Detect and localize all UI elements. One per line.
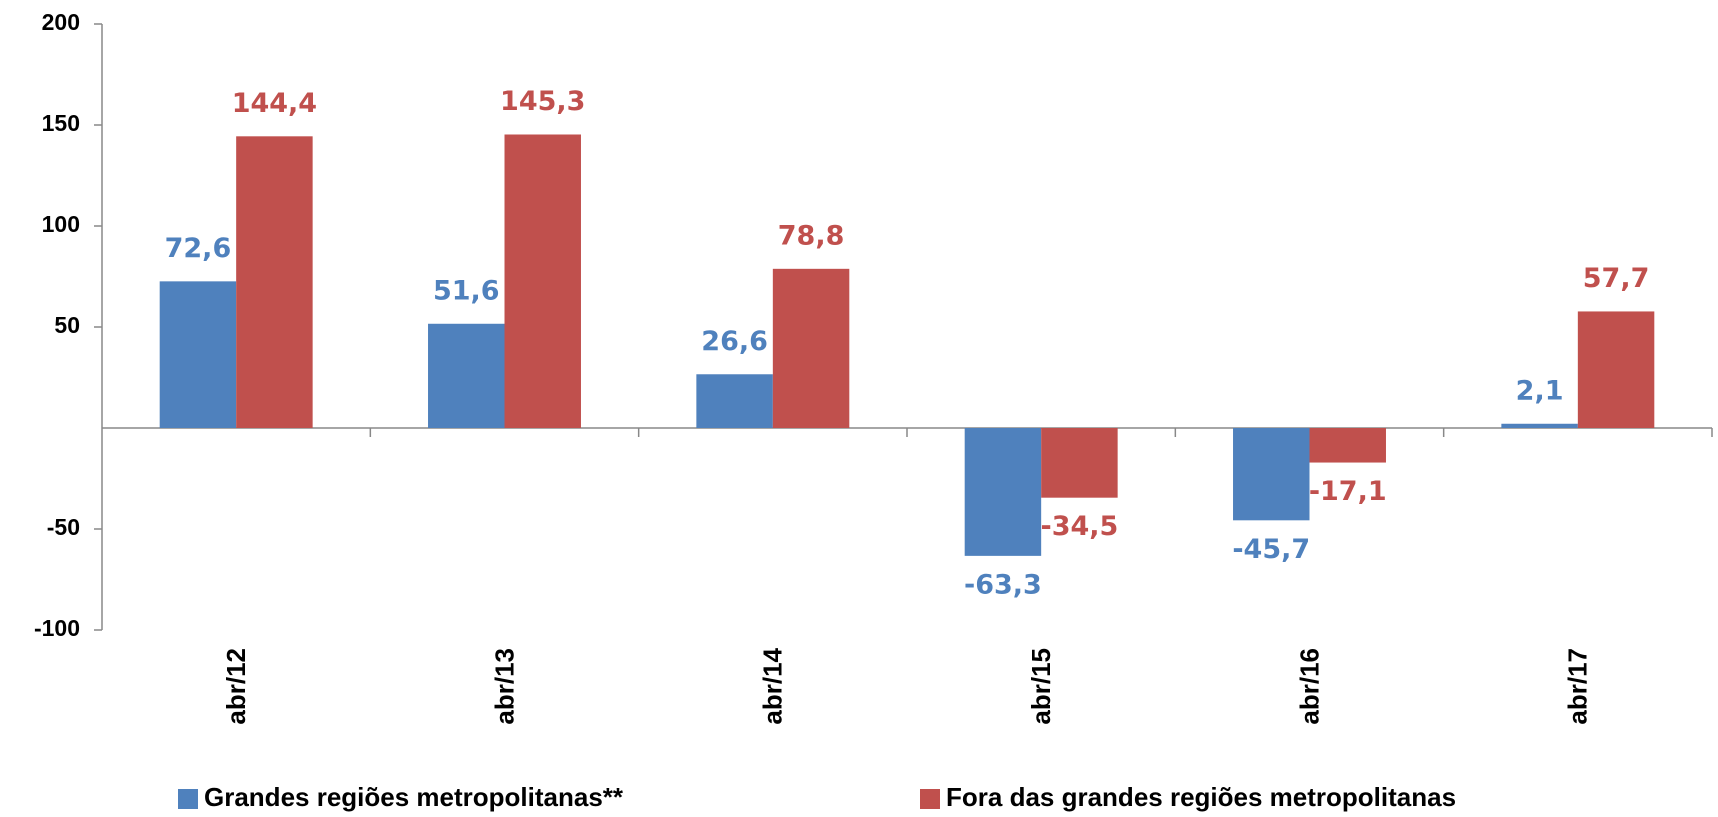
legend-label: Fora das grandes regiões metropolitanas: [946, 782, 1456, 812]
value-label: -63,3: [964, 569, 1042, 600]
bar: [1501, 423, 1578, 428]
x-tick-label: abr/13: [489, 648, 519, 725]
value-label: 51,6: [433, 275, 500, 306]
bar: [159, 281, 237, 428]
value-label: 72,6: [165, 233, 232, 264]
x-tick-label: abr/16: [1294, 648, 1324, 725]
value-label: 2,1: [1516, 375, 1564, 406]
y-tick-label: 100: [42, 211, 80, 237]
bar: [236, 136, 313, 428]
value-label: 144,4: [232, 88, 317, 119]
value-label: -17,1: [1309, 476, 1387, 507]
legend-swatch: [920, 789, 940, 809]
legend-swatch: [178, 789, 198, 809]
bar: [772, 268, 850, 428]
bar: [696, 374, 773, 428]
legend-label: Grandes regiões metropolitanas**: [204, 782, 624, 812]
y-tick-label: -50: [47, 514, 80, 540]
y-tick-label: 50: [54, 312, 80, 338]
bar: [1577, 311, 1655, 428]
y-tick-label: -100: [34, 615, 80, 641]
bar: [504, 134, 581, 428]
value-label: -34,5: [1040, 511, 1118, 542]
x-tick-label: abr/12: [221, 648, 251, 725]
y-tick-label: 200: [42, 9, 80, 35]
value-label: 57,7: [1583, 263, 1650, 294]
value-label: -45,7: [1232, 534, 1310, 565]
value-label: 26,6: [701, 326, 768, 357]
bar: [1309, 428, 1386, 463]
x-tick-label: abr/15: [1026, 648, 1056, 725]
value-label: 78,8: [778, 220, 845, 251]
bar: [964, 428, 1042, 556]
y-tick-label: 150: [42, 110, 80, 136]
bar: [428, 323, 505, 428]
bar: [1233, 428, 1310, 521]
x-tick-label: abr/14: [758, 647, 788, 724]
x-tick-label: abr/17: [1563, 648, 1593, 725]
bar: [1041, 428, 1118, 498]
value-label: 145,3: [500, 86, 585, 117]
